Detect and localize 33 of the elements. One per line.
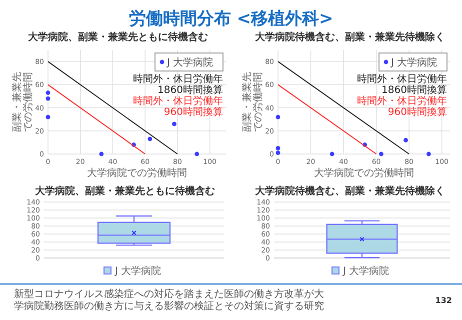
point: [276, 150, 280, 156]
chart-title: 大学病院待機含む、副業・兼業先待機除く: [254, 31, 445, 43]
legend-label: J 大学病院: [166, 56, 214, 68]
point: [276, 114, 280, 120]
point: [276, 146, 280, 150]
point: [172, 122, 176, 126]
legend-label: J 大学病院: [114, 265, 162, 277]
y-axis-title: 副業・兼業先での労働時間: [241, 72, 264, 132]
point: [379, 152, 384, 156]
y-axis-title: 副業・兼業先での労働時間: [11, 72, 34, 132]
chart-title: 大学病院待機含む、副業・兼業先待機除く: [254, 185, 445, 197]
point: [404, 138, 408, 142]
text: 新型コロナウイルス感染症への対応を踏まえた医師の働き方改革が大学病院勤務医師の働き方に与える影響の検証とその対策に資する研究: [14, 288, 324, 312]
point: [46, 96, 50, 101]
chart-title: 大学病院、副業・兼業先ともに待機含む: [34, 185, 215, 197]
point: [426, 152, 431, 156]
x-axis-title: 大学病院での労働時間: [314, 167, 414, 179]
x-axis-title: 大学病院での労働時間: [87, 167, 187, 179]
point: [148, 136, 152, 142]
series-label: 時間外・休日労働年960時間換算: [357, 95, 447, 118]
point: [330, 152, 334, 156]
chart-title: 大学病院、副業・兼業先ともに待機含む: [27, 31, 208, 43]
point: [99, 152, 104, 156]
point: [46, 114, 50, 120]
text: 132: [435, 296, 452, 305]
text: 労働時間分布 <移植外科>: [128, 9, 334, 29]
legend-label: J 大学病院: [342, 265, 390, 277]
series-label: 時間外・休日労働年1860時間換算: [357, 73, 447, 96]
legend-label: J 大学病院: [390, 56, 438, 68]
point: [194, 152, 200, 156]
point: [46, 90, 50, 95]
text: 時間外・休日労働年1860時間換算: [133, 73, 223, 96]
text: 時間外・休日労働年960時間換算: [133, 95, 223, 118]
